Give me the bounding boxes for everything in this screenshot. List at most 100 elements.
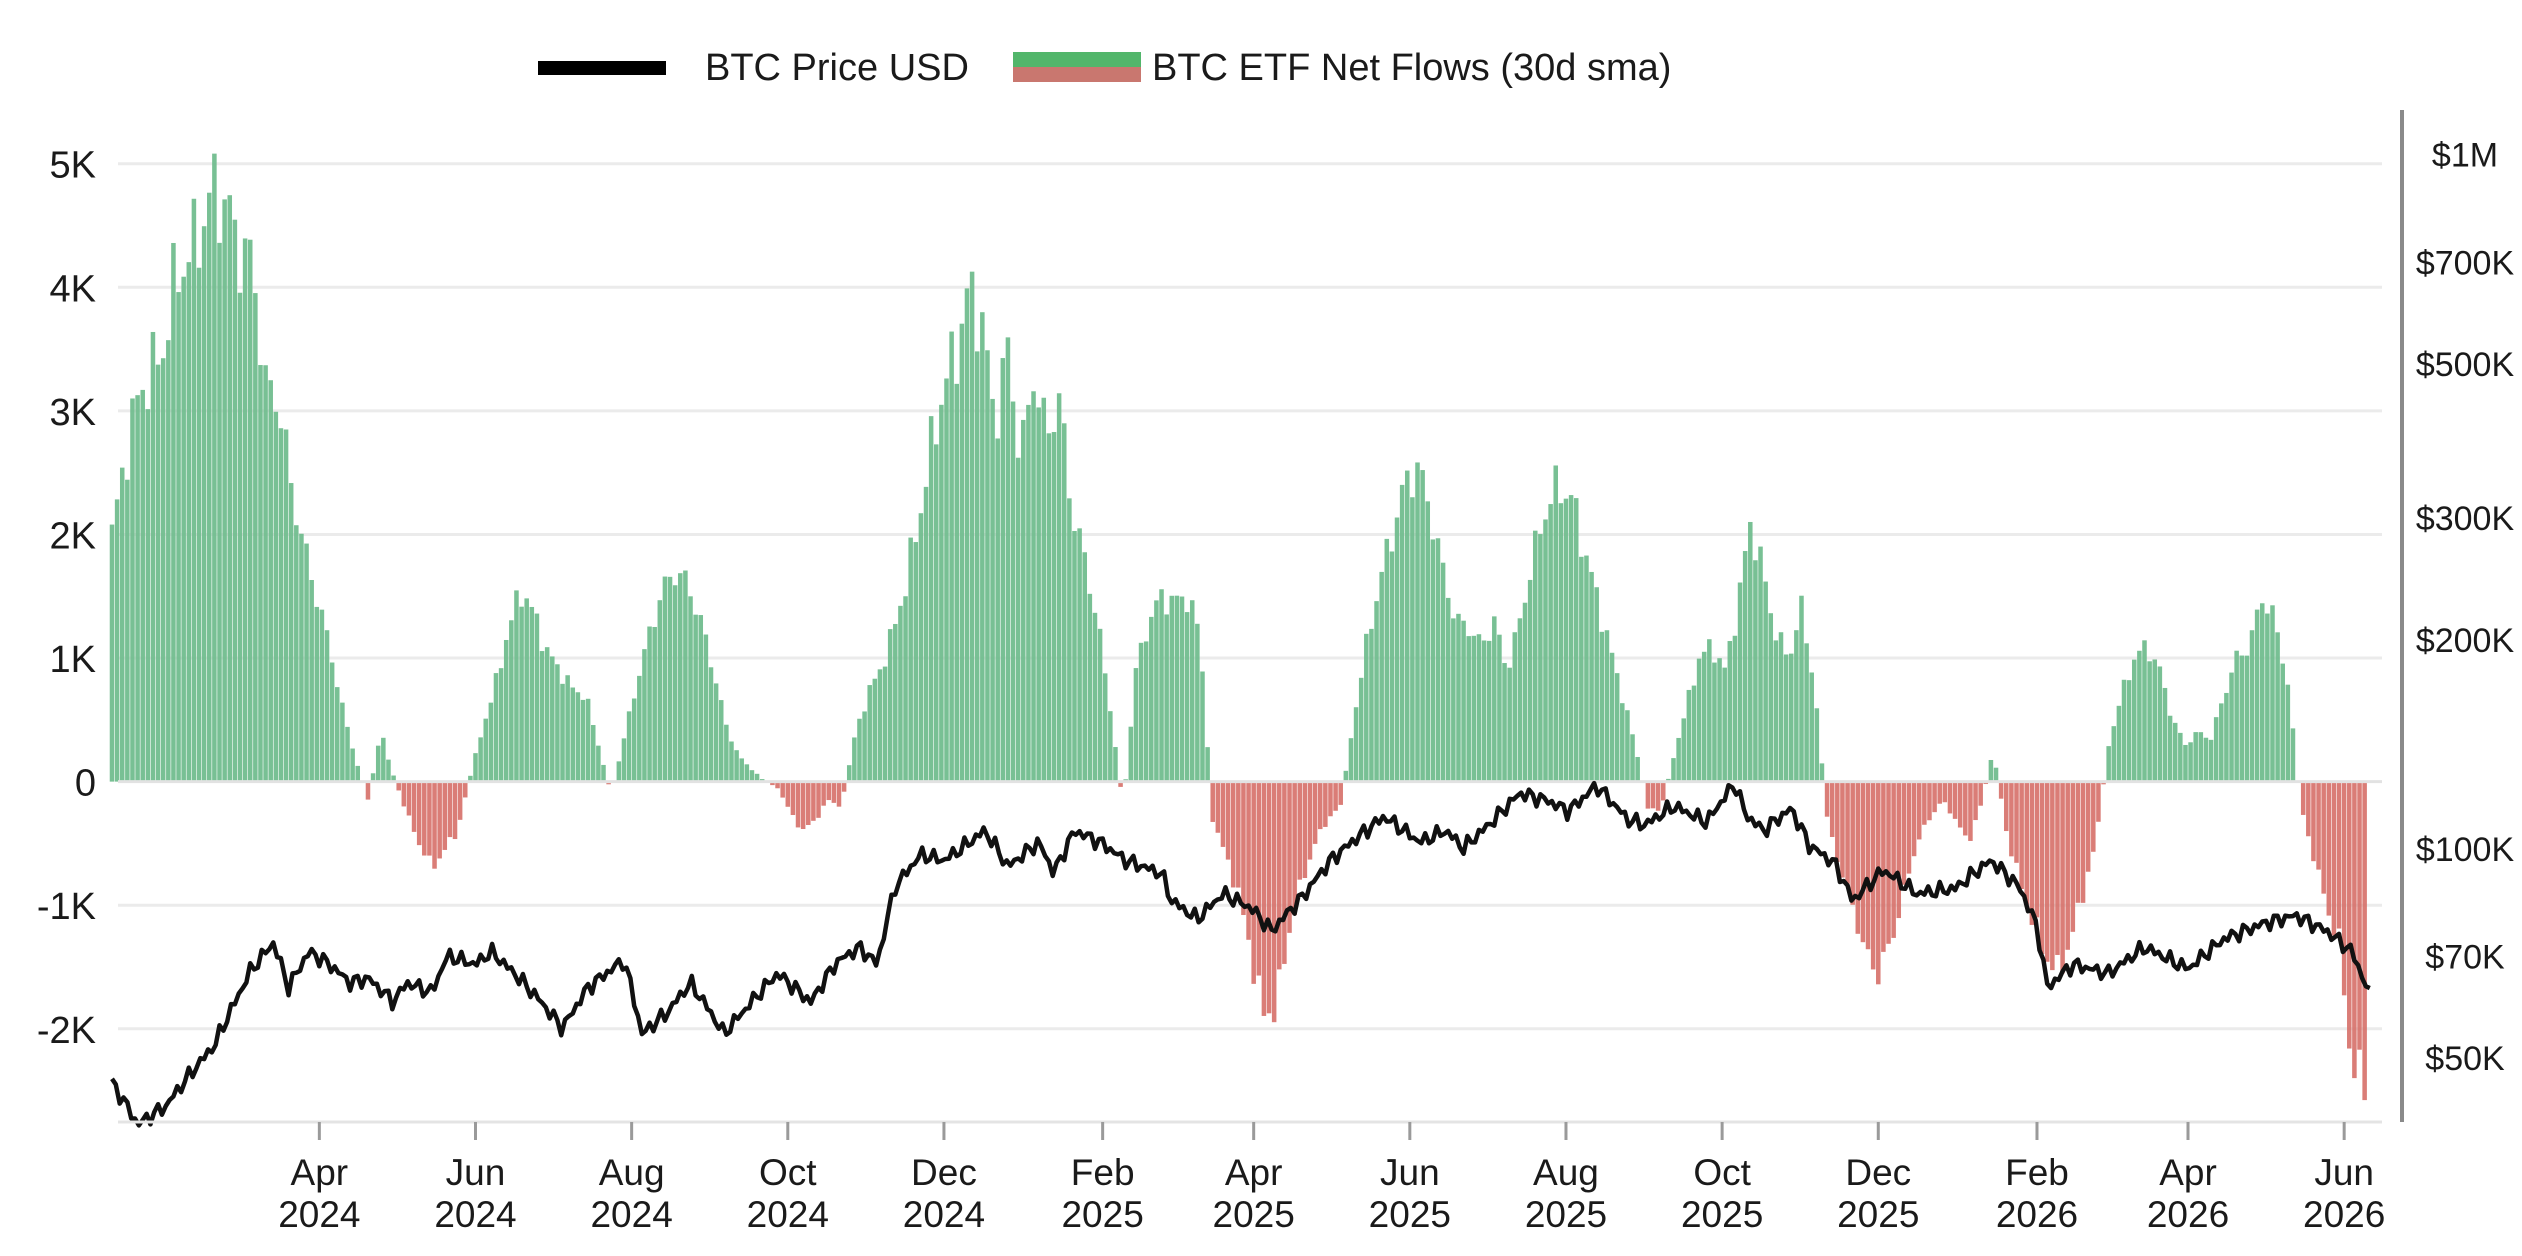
flow-bar [667, 576, 673, 782]
flow-bar [1440, 562, 1446, 782]
flow-bar [806, 781, 811, 825]
flow-bar [616, 761, 622, 782]
flow-bar [2362, 781, 2367, 1101]
flow-bar [1978, 781, 1983, 806]
flow-bar [488, 702, 494, 782]
flow-bar [391, 775, 396, 782]
flow-bar [242, 238, 248, 782]
flow-bar [109, 524, 115, 782]
flow-bar [1507, 667, 1512, 782]
flow-bar [811, 781, 816, 821]
flow-bar [2234, 650, 2239, 782]
flow-bar [1241, 781, 1246, 916]
flow-bar [1609, 652, 1615, 782]
flow-bar [263, 365, 268, 782]
flow-bar [1010, 401, 1016, 782]
flow-bar [969, 271, 975, 782]
flow-bar [1937, 781, 1942, 804]
flow-bar [1486, 640, 1492, 782]
flow-bar [196, 267, 202, 782]
flow-bar [2229, 672, 2234, 782]
flow-bar [2213, 717, 2219, 782]
flow-bar [995, 438, 1000, 782]
y-left-tick-label: 5K [50, 145, 96, 187]
flow-bar [2316, 781, 2321, 870]
flow-bar [590, 725, 596, 782]
flow-bar [1179, 596, 1185, 782]
flow-bar [934, 444, 939, 782]
flow-bar [560, 683, 565, 782]
flow-bar [411, 781, 417, 832]
flow-bar [1942, 781, 1948, 803]
flow-bar [1758, 546, 1763, 782]
y-right-tick-label: $300K [2416, 500, 2515, 538]
flow-bar [493, 673, 499, 782]
flow-bar [1947, 781, 1953, 814]
flow-bar [427, 781, 432, 856]
flow-bar [278, 428, 284, 782]
flow-bar [964, 288, 970, 782]
flow-bar [2300, 781, 2306, 815]
flow-bar [713, 683, 719, 782]
flow-bar [770, 781, 775, 786]
flow-bar [2270, 605, 2275, 782]
right-axis: $1M $700K $500K $300K $200K $100K $70K $50K [2400, 110, 2515, 1122]
flow-bar [846, 765, 852, 782]
flow-bar [1809, 672, 1814, 782]
flow-bar [365, 781, 371, 800]
left-axis: 5K 4K 3K 2K 1K 0 -1K -2K [37, 145, 96, 1052]
flow-bar [1727, 641, 1733, 782]
flow-bar [437, 781, 442, 859]
flow-bar [222, 199, 227, 782]
flow-bar [954, 383, 960, 782]
flow-bar [539, 651, 545, 782]
flow-bar [1655, 781, 1661, 811]
flow-bar [596, 745, 601, 782]
flow-bar [2014, 781, 2019, 863]
flow-bar [381, 737, 386, 782]
flow-bar [647, 626, 652, 782]
flow-bar [2193, 732, 2198, 782]
flow-bar [1660, 781, 1666, 801]
flow-bar [432, 781, 437, 869]
flow-bar [985, 350, 990, 782]
flow-bar [1804, 643, 1809, 782]
flow-bar [1973, 781, 1978, 821]
x-tick-month: Jun [1380, 1152, 1440, 1193]
flow-bar [2039, 781, 2045, 954]
x-tick-month: Jun [446, 1152, 506, 1193]
flow-bar [1696, 658, 1702, 782]
x-tick-year: 2024 [747, 1194, 829, 1235]
flow-bar [626, 711, 632, 782]
flow-bar [1701, 651, 1707, 782]
flow-bar [2126, 680, 2132, 782]
flow-bar [862, 711, 867, 782]
flow-bar [119, 467, 125, 782]
flow-bar [509, 620, 514, 782]
flow-bar [227, 195, 233, 782]
flow-bar [2152, 659, 2157, 782]
flow-bar [1794, 630, 1799, 782]
y-right-tick-label: $70K [2425, 939, 2505, 977]
flow-bar [1829, 781, 1835, 837]
flow-bar [1840, 781, 1845, 878]
flow-bar [652, 626, 657, 782]
x-tick-year: 2025 [1213, 1194, 1295, 1235]
flow-bar [299, 533, 304, 782]
flow-bar [2116, 705, 2122, 782]
flow-bar [1405, 470, 1410, 782]
flow-bar [2275, 632, 2280, 782]
flow-bar [1277, 781, 1282, 970]
flow-bar [1143, 641, 1149, 782]
flow-bar [181, 276, 186, 782]
flow-bar [171, 242, 176, 782]
flow-bar [1077, 528, 1082, 782]
flow-bar [570, 687, 576, 782]
flow-bar [1645, 781, 1651, 809]
flow-bar [273, 411, 279, 782]
flow-bar [140, 389, 145, 782]
x-tick-year: 2025 [1061, 1194, 1143, 1235]
flow-bar [1138, 642, 1144, 782]
flow-bar [2044, 781, 2050, 962]
flow-bar [621, 738, 627, 782]
